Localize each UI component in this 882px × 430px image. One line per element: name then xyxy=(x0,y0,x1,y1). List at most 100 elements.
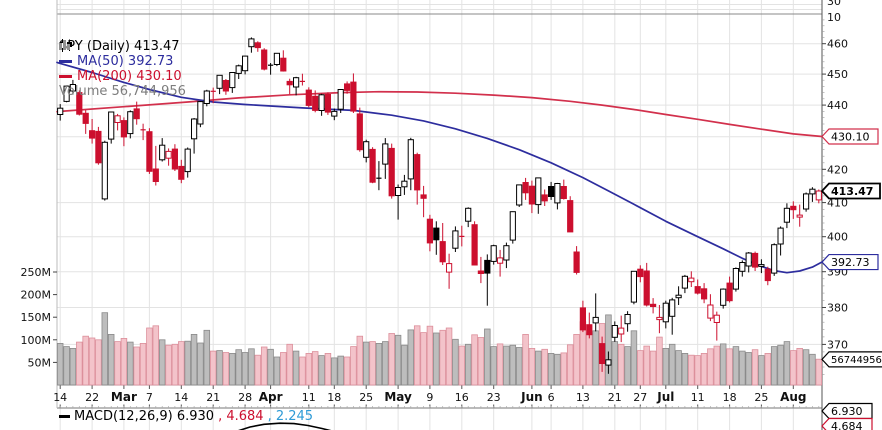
candle-body xyxy=(637,268,644,278)
candle-body xyxy=(331,110,338,117)
macd-value-hist: , 2.245 xyxy=(267,409,314,424)
volume-bar xyxy=(547,352,555,386)
volume-bar xyxy=(133,346,140,386)
volume-bar xyxy=(203,329,211,386)
volume-bar xyxy=(305,352,313,386)
volume-bar xyxy=(464,343,472,386)
volume-bar xyxy=(790,350,797,386)
volume-bar xyxy=(331,357,338,386)
volume-bar xyxy=(88,337,96,386)
candle-body xyxy=(650,303,657,307)
candle-body xyxy=(516,184,523,206)
volume-bar xyxy=(343,356,351,386)
candle-body xyxy=(344,83,351,91)
volume-bar xyxy=(254,354,262,386)
candle-body xyxy=(656,316,663,321)
price-tag-text: 430.10 xyxy=(831,130,870,143)
price-tag-text: 56744956 xyxy=(831,355,882,366)
volume-bar xyxy=(458,345,466,386)
date-axis-label: 25 xyxy=(754,391,768,404)
ma200-line-swatch xyxy=(59,75,72,78)
volume-bar xyxy=(758,355,765,386)
volume-bar xyxy=(745,352,752,386)
volume-bar xyxy=(324,352,332,386)
candle-body xyxy=(191,118,198,140)
volume-bar xyxy=(662,347,670,386)
candle-body xyxy=(388,147,395,197)
volume-bar xyxy=(522,333,529,386)
candle-body xyxy=(548,186,555,197)
candle-body xyxy=(497,257,504,264)
candle-body xyxy=(197,101,204,125)
candle-body xyxy=(242,55,249,72)
candle-body xyxy=(739,262,746,272)
legend-ma50-label: MA(50) 392.73 xyxy=(77,54,174,69)
volume-bar xyxy=(560,352,568,386)
candle-body xyxy=(356,113,363,151)
candle-body xyxy=(76,92,83,115)
date-axis-label: Aug xyxy=(780,390,806,404)
macd-value-signal: , 4.684 xyxy=(218,409,264,424)
volume-bar xyxy=(471,334,478,386)
volume-bar xyxy=(241,352,249,386)
date-axis-label: 27 xyxy=(633,391,647,404)
volume-bar xyxy=(668,343,676,386)
volume-bar xyxy=(139,342,147,386)
candle-body xyxy=(414,154,421,191)
volume-bar xyxy=(477,337,485,386)
candle-body xyxy=(171,148,179,170)
candle-body xyxy=(630,270,637,303)
candle-body xyxy=(796,214,803,218)
candle-body xyxy=(669,299,676,317)
volume-bar xyxy=(69,347,77,386)
date-axis-label: 7 xyxy=(146,391,153,404)
volume-bar xyxy=(197,342,204,386)
volume-bar xyxy=(337,355,344,386)
candle-body xyxy=(101,141,108,200)
candle-body xyxy=(662,302,669,323)
volume-bar xyxy=(229,352,236,386)
volume-bar xyxy=(535,350,542,386)
candle-body xyxy=(363,141,370,158)
candle-body xyxy=(114,115,121,124)
volume-bar xyxy=(286,343,293,386)
volume-axis-label: 50M xyxy=(28,356,52,369)
volume-bar xyxy=(713,345,721,386)
volume-bar xyxy=(120,337,128,386)
volume-bar xyxy=(515,347,523,386)
volume-bar xyxy=(407,329,415,386)
legend-symbol-row: SPY (Daily) 413.47 xyxy=(59,39,186,54)
volume-bar xyxy=(783,341,791,386)
volume-bar xyxy=(490,346,497,386)
candle-body xyxy=(57,107,64,115)
candle-body xyxy=(261,49,268,70)
candle-body xyxy=(579,307,586,331)
volume-bar xyxy=(171,343,179,386)
date-axis-label: Jul xyxy=(656,390,674,404)
candle-body xyxy=(395,187,402,196)
price-tag: 430.10 xyxy=(821,128,879,145)
price-tag-box xyxy=(821,253,879,271)
volume-bar xyxy=(624,346,631,386)
price-axis-label: 450 xyxy=(827,68,848,81)
volume-bar xyxy=(127,341,134,386)
volume-bar xyxy=(815,358,823,386)
candle-body xyxy=(178,165,185,180)
candle-body xyxy=(777,227,784,245)
volume-bar xyxy=(726,348,733,386)
candle-body xyxy=(433,227,440,241)
volume-bar xyxy=(528,347,536,386)
volume-bar xyxy=(617,343,625,386)
candle-body xyxy=(681,275,688,289)
candle-body xyxy=(146,131,153,172)
price-tag-box xyxy=(821,417,873,430)
legend-volume-row: Volume 56,744,956 xyxy=(59,40,186,99)
volume-bar xyxy=(292,350,300,386)
candle-body xyxy=(293,77,300,88)
volume-bar xyxy=(184,340,191,386)
volume-axis-label: 100M xyxy=(21,334,52,347)
volume-bar xyxy=(566,344,574,386)
candle-body xyxy=(624,314,631,325)
